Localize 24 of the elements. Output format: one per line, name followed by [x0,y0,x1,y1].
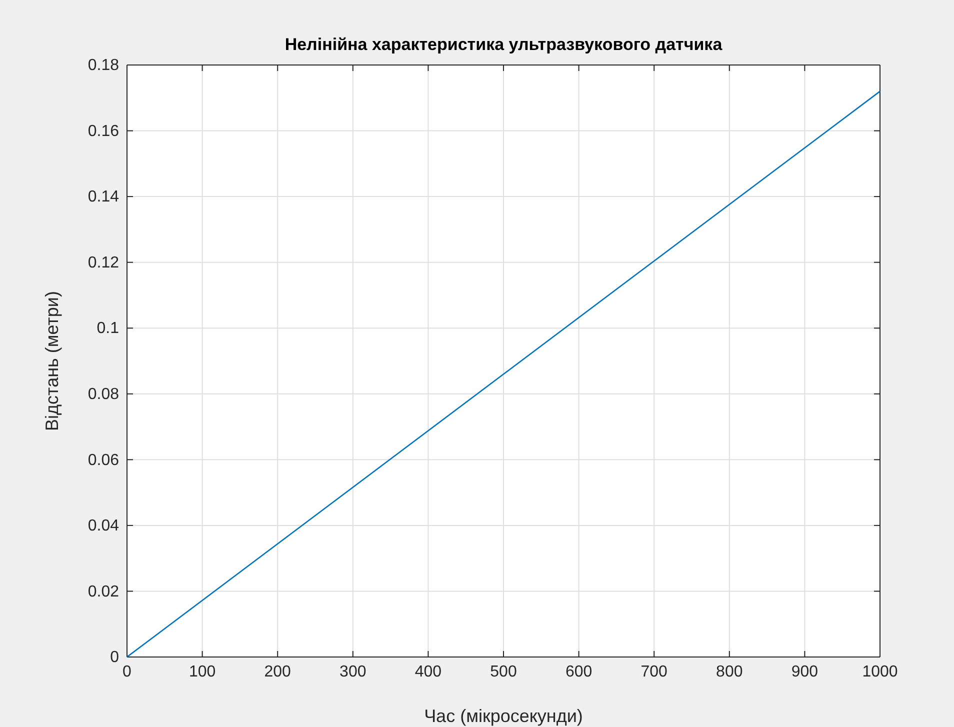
y-tick-label: 0.02 [88,583,120,600]
y-axis-title: Відстань (метри) [42,291,62,431]
y-tick-label: 0.16 [88,122,120,140]
x-tick-label: 0 [122,663,132,680]
chart-title: Нелінійна характеристика ультразвукового датчика [284,35,723,54]
y-tick-label: 0.1 [96,320,120,338]
x-tick-label: 900 [791,663,818,680]
y-tick-label: 0 [110,649,120,666]
y-tick-label: 0.04 [88,518,120,535]
x-tick-label: 100 [188,663,216,680]
y-tick-label: 0.12 [88,254,120,272]
y-tick-label: 0.08 [88,386,120,404]
y-tick-label: 0.14 [88,188,120,206]
x-tick-label: 800 [716,663,743,680]
x-tick-label: 700 [640,663,668,680]
x-tick-label: 600 [565,663,592,680]
x-tick-label: 300 [340,663,366,680]
x-tick-label: 200 [264,663,292,680]
y-tick-label: 0.18 [88,57,120,74]
x-tick-label: 400 [414,663,442,680]
x-axis-title: Час (мікросекунди) [424,706,583,726]
y-tick-label: 0.06 [88,452,120,469]
x-tick-label: 500 [490,663,517,680]
x-tick-label: 1000 [862,663,898,680]
